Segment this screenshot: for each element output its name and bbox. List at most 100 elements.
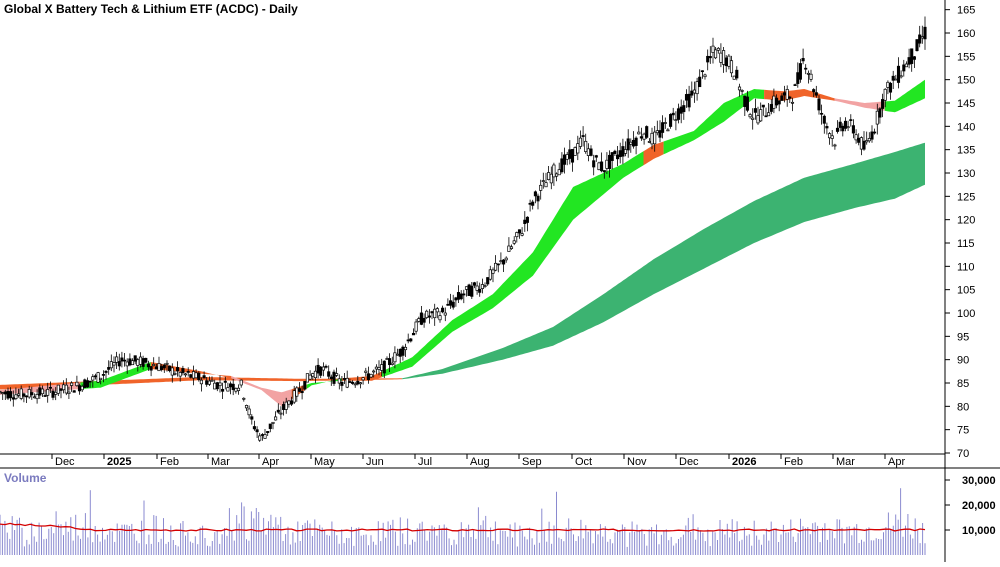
candle-body [851, 125, 855, 134]
candle-body [920, 36, 924, 39]
candle-body [772, 95, 776, 109]
volume-panel-title: Volume [4, 471, 47, 485]
candle-body [533, 191, 537, 197]
x-tick-label: Apr [888, 456, 905, 468]
candle-body [279, 412, 283, 415]
price-y-tick-label: 150 [957, 75, 975, 87]
candle-body [194, 372, 198, 379]
candle-body [804, 67, 808, 70]
candle-body [403, 346, 408, 351]
candle-body [888, 82, 893, 93]
candle-body [570, 149, 575, 163]
candle-body [756, 115, 760, 124]
candle-body [48, 386, 52, 389]
x-tick-label: Aug [470, 456, 490, 468]
candle-body [3, 391, 7, 395]
candle-body [653, 131, 657, 145]
candle-body [616, 154, 620, 160]
candle-body [173, 372, 177, 375]
candle-body [639, 136, 643, 139]
candle-body [411, 332, 416, 336]
candle-body [268, 423, 272, 429]
x-tick-label: Nov [627, 456, 647, 468]
candle-body [517, 229, 522, 234]
x-tick-label: Sep [522, 456, 542, 468]
candle-body [671, 112, 675, 116]
candle-body [337, 378, 341, 384]
candle-body [584, 140, 588, 152]
candle-body [335, 373, 339, 376]
candle-body [462, 293, 466, 296]
candle-body [83, 379, 87, 388]
candle-body [350, 381, 355, 384]
candle-body [263, 434, 267, 439]
candle-body [101, 374, 105, 376]
volume-y-tick-label: 10,000 [962, 525, 996, 537]
candle-body [162, 364, 166, 369]
candle-body [146, 363, 150, 368]
candle-body [708, 56, 712, 59]
candle-body [610, 152, 614, 161]
candle-body [99, 377, 103, 380]
candle-body [382, 360, 386, 374]
candle-body [205, 380, 209, 385]
candle-body [176, 367, 180, 372]
long-term-band-early [0, 376, 403, 390]
candle-body [737, 86, 742, 91]
candle-body [19, 388, 23, 399]
candle-body [345, 377, 349, 388]
candle-body [881, 99, 885, 109]
candle-body [295, 387, 299, 397]
candle-body [698, 76, 702, 88]
candle-body [282, 404, 286, 410]
candle-body [634, 137, 638, 146]
candle-body [390, 362, 394, 365]
volume-panel: 10,000 20,000 30,000 [0, 467, 1000, 555]
candle-body [555, 173, 559, 177]
candle-body [141, 358, 145, 367]
candle-body [433, 308, 437, 319]
candle-body [128, 358, 132, 366]
candle-body [528, 202, 532, 205]
candle-body [682, 105, 686, 113]
candle-body [30, 392, 34, 396]
short-term-band-segment [382, 151, 644, 378]
candle-body [223, 380, 227, 383]
candle-body [486, 277, 490, 285]
candle-body [305, 373, 309, 383]
candle-body [547, 172, 551, 180]
candle-body [191, 371, 196, 379]
candle-body [883, 88, 887, 101]
candle-body [343, 378, 347, 380]
candle-body [308, 374, 312, 380]
candle-body [361, 377, 365, 381]
candle-body [380, 364, 384, 371]
candle-body [120, 357, 124, 362]
chart-title: Global X Battery Tech & Lithium ETF (ACD… [4, 2, 298, 16]
x-tick-label: Oct [575, 456, 592, 468]
candle-body [663, 122, 667, 124]
candle-body [838, 121, 842, 128]
candle-body [165, 362, 169, 365]
candle-body [676, 108, 681, 120]
candle-body [801, 58, 805, 62]
candle-body [544, 182, 548, 188]
candle-body [443, 312, 447, 316]
candle-body [899, 75, 903, 78]
candle-body [912, 56, 916, 60]
candle-body [377, 367, 381, 370]
candle-body [27, 389, 31, 398]
candle-body [260, 434, 264, 436]
short-term-band-segment [663, 89, 765, 155]
candle-body [761, 104, 765, 108]
candle-body [828, 133, 832, 139]
candle-body [467, 284, 471, 296]
candle-body [703, 74, 707, 78]
candle-body [64, 384, 68, 394]
x-tick-label: May [314, 456, 335, 468]
price-y-tick-label: 85 [957, 378, 969, 390]
candle-body [401, 346, 405, 356]
candle-body [287, 400, 291, 405]
candle-body [255, 429, 259, 433]
